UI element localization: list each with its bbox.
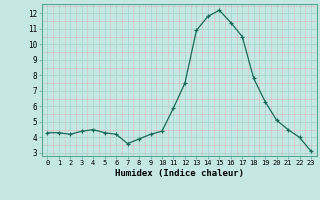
X-axis label: Humidex (Indice chaleur): Humidex (Indice chaleur) [115, 169, 244, 178]
